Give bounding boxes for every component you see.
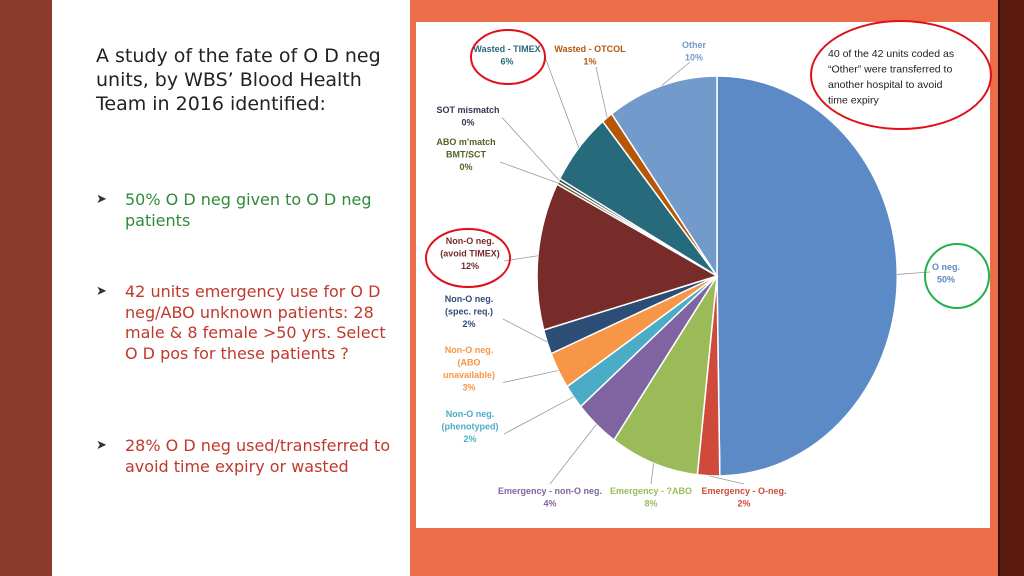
bullet-2: ➤ 42 units emergency use for O D neg/ABO…: [96, 282, 395, 364]
slice-label: O neg. 50%: [932, 262, 960, 285]
slice-label: Emergency - non-O neg. 4%: [498, 486, 602, 509]
slice-label: Non-O neg. (avoid TIMEX) 12%: [440, 236, 500, 271]
slice-label: Non-O neg. (ABO unavailable) 3%: [443, 345, 495, 393]
pie-slice: [610, 75, 718, 279]
arrow-bullet-icon: ➤: [96, 284, 107, 299]
bullet-2-text: 42 units emergency use for O D neg/ABO u…: [125, 282, 386, 363]
arrow-bullet-icon: ➤: [96, 192, 107, 207]
pie-slice: [716, 75, 899, 477]
slice-label: Emergency - ?ABO 8%: [610, 486, 692, 509]
arrow-bullet-icon: ➤: [96, 438, 107, 453]
leader-line: [499, 161, 558, 184]
leader-line: [503, 396, 574, 435]
bullet-3-text: 28% O D neg used/transferred to avoid ti…: [125, 436, 391, 476]
bullet-1: ➤ 50% O D neg given to O D neg patients: [96, 190, 395, 231]
slice-label: Non-O neg. (spec. req.) 2%: [445, 294, 494, 329]
pie-slice: [536, 183, 719, 331]
slice-label: Emergency - O-neg. 2%: [701, 486, 786, 509]
leader-line: [501, 117, 560, 181]
callout-note: 40 of the 42 units coded as “Other” were …: [828, 48, 954, 107]
right-band-edge: [998, 0, 1000, 576]
intro-text: A study of the fate of O D neg units, by…: [96, 45, 381, 115]
highlight-callout: [810, 20, 992, 130]
leader-line: [544, 56, 580, 148]
leader-line: [708, 475, 745, 485]
slice-label: SOT mismatch 0%: [436, 105, 499, 128]
right-decorative-band: [998, 0, 1024, 576]
leader-line: [595, 66, 608, 118]
highlight-avoid-timex: [425, 228, 511, 288]
left-decorative-band: [0, 0, 52, 576]
text-column: A study of the fate of O D neg units, by…: [96, 44, 396, 476]
slice-label: Non-O neg. (phenotyped) 2%: [442, 409, 499, 444]
leader-line: [502, 370, 559, 383]
bullet-1-text: 50% O D neg given to O D neg patients: [125, 190, 372, 230]
slice-label: ABO m'match BMT/SCT 0%: [436, 137, 495, 172]
slice-label: Wasted - TIMEX 6%: [473, 44, 540, 67]
bullet-3: ➤ 28% O D neg used/transferred to avoid …: [96, 436, 395, 477]
pie-slice: [612, 275, 718, 476]
highlight-wasted-timex: [470, 29, 546, 85]
leader-line: [502, 318, 548, 343]
highlight-o-neg: [924, 243, 990, 309]
leader-line: [549, 424, 597, 485]
leader-line: [650, 463, 655, 485]
slice-label: Wasted - OTCOL 1%: [554, 44, 626, 67]
slice-label: Other 10%: [682, 40, 707, 63]
leader-line: [661, 61, 691, 86]
